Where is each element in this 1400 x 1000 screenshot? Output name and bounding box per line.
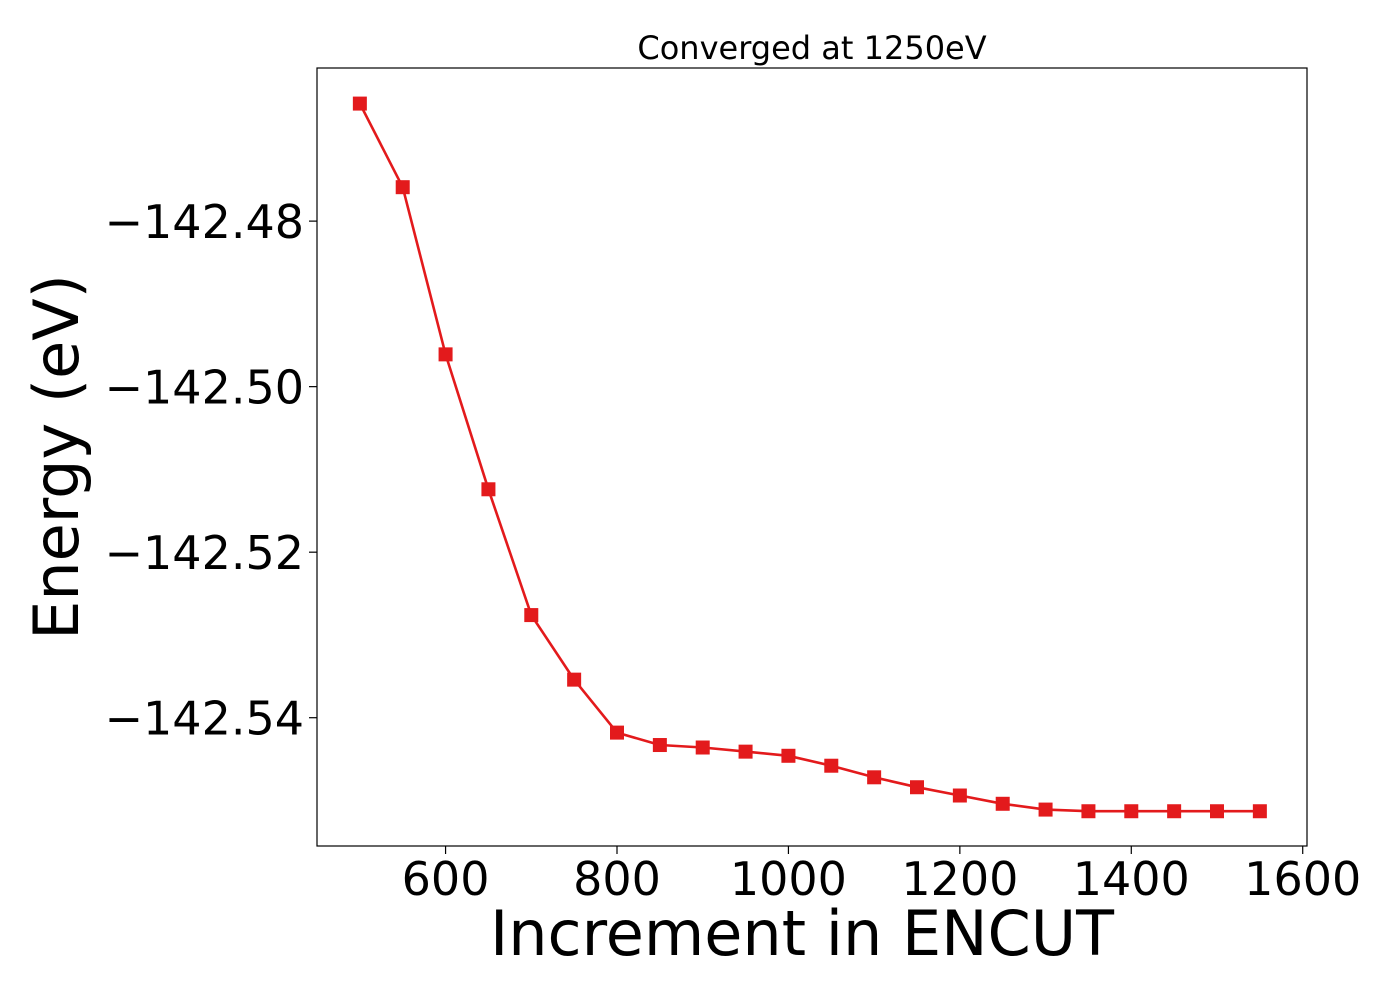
data-point-marker [524, 608, 539, 623]
data-point-marker [1252, 804, 1267, 819]
x-tick-label: 800 [573, 852, 661, 906]
data-point-marker [910, 780, 924, 795]
data-point-marker [1167, 804, 1182, 819]
y-axis-ticks: −142.48 −142.50 −142.52 −142.54 [105, 195, 317, 746]
data-point-marker [652, 738, 667, 753]
x-axis-ticks: 600 800 1000 1200 1400 1600 [402, 846, 1361, 906]
data-point-marker [1124, 804, 1139, 819]
data-point-marker [738, 744, 753, 759]
data-point-marker [1210, 804, 1224, 819]
data-point-marker [481, 482, 496, 497]
data-point-marker [567, 672, 582, 687]
x-tick-label: 600 [402, 852, 490, 906]
series-layer [352, 96, 1267, 819]
data-point-marker [952, 788, 967, 803]
data-point-marker [867, 770, 882, 785]
chart-title: Converged at 1250eV [637, 29, 986, 67]
x-tick-label: 1600 [1244, 852, 1361, 906]
data-point-marker [610, 725, 624, 740]
data-point-marker [824, 758, 839, 773]
x-tick-label: 1000 [730, 852, 847, 906]
data-point-marker [395, 180, 410, 195]
y-tick-label: −142.50 [105, 361, 305, 415]
data-point-marker [1081, 804, 1096, 819]
data-point-marker [438, 347, 453, 362]
data-point-marker [1038, 802, 1053, 817]
x-axis-label: Increment in ENCUT [490, 897, 1115, 970]
plot-frame [316, 67, 1308, 847]
x-tick-label: 1400 [1073, 852, 1190, 906]
data-point-marker [695, 740, 710, 755]
data-point-marker [995, 796, 1010, 811]
y-axis-label: Energy (eV) [20, 274, 93, 640]
y-tick-label: −142.54 [105, 692, 305, 746]
data-point-marker [352, 96, 367, 111]
y-tick-label: −142.48 [105, 195, 305, 249]
data-point-marker [781, 748, 796, 763]
series-line [358, 103, 1260, 813]
x-tick-label: 1200 [901, 852, 1018, 906]
y-tick-label: −142.52 [105, 526, 305, 580]
